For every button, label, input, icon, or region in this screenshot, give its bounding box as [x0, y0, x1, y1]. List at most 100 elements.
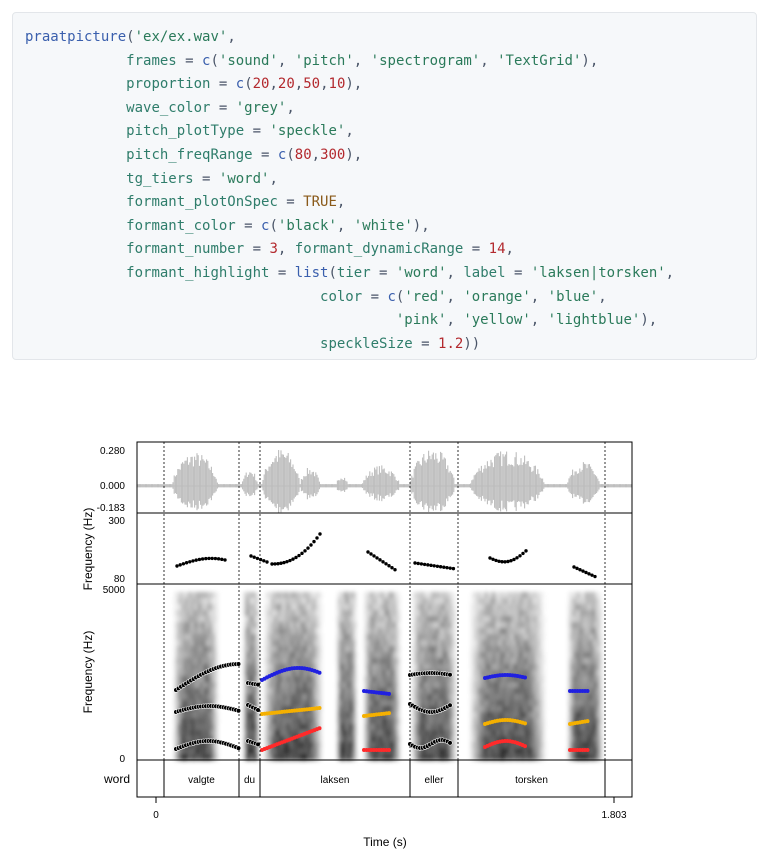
spec-cell — [600, 670, 603, 677]
spec-cell — [374, 646, 377, 653]
spec-cell — [174, 694, 177, 701]
spec-cell — [432, 724, 435, 731]
spec-cell — [538, 604, 541, 611]
spec-cell — [506, 664, 509, 671]
spec-cell — [490, 706, 493, 713]
spec-cell — [496, 634, 499, 641]
spec-cell — [566, 652, 569, 659]
spec-cell — [578, 604, 581, 611]
spec-cell — [436, 730, 439, 737]
spec-cell — [296, 700, 299, 707]
spec-cell — [512, 748, 515, 755]
spec-cell — [522, 694, 525, 701]
spec-cell — [592, 658, 595, 665]
spec-cell — [212, 622, 215, 629]
spec-cell — [182, 730, 185, 737]
spec-cell — [174, 724, 177, 731]
spec-cell — [478, 754, 481, 761]
spec-cell — [294, 754, 297, 761]
spec-cell — [286, 700, 289, 707]
spec-cell — [306, 676, 309, 683]
spec-cell — [504, 694, 507, 701]
spec-cell — [278, 604, 281, 611]
spec-cell — [345, 646, 348, 653]
spec-cell — [426, 610, 429, 617]
spec-cell — [420, 664, 423, 671]
spec-cell — [494, 676, 497, 683]
spec-cell — [378, 634, 381, 641]
spec-cell — [478, 652, 481, 659]
spec-cell — [570, 592, 573, 599]
spec-cell — [276, 700, 279, 707]
spec-cell — [208, 628, 211, 635]
spec-cell — [256, 688, 259, 695]
spec-cell — [349, 646, 352, 653]
spec-cell — [540, 634, 543, 641]
spec-cell — [454, 628, 457, 635]
spec-cell — [534, 742, 537, 749]
spec-cell — [494, 748, 497, 755]
spec-cell — [378, 718, 381, 725]
spec-cell — [476, 646, 479, 653]
spec-cell — [192, 718, 195, 725]
spec-cell — [388, 724, 391, 731]
spec-cell — [582, 706, 585, 713]
spec-cell — [198, 640, 201, 647]
spec-cell — [290, 676, 293, 683]
spec-cell — [440, 592, 443, 599]
spec-cell — [178, 724, 181, 731]
spec-cell — [368, 640, 371, 647]
spec-cell — [510, 742, 513, 749]
spec-cell — [339, 616, 342, 623]
spec-cell — [498, 592, 501, 599]
spec-cell — [504, 676, 507, 683]
spec-cell — [474, 598, 477, 605]
spec-cell — [412, 652, 415, 659]
spec-cell — [520, 634, 523, 641]
spec-cell — [366, 682, 369, 689]
spec-cell — [278, 706, 281, 713]
spec-cell — [292, 694, 295, 701]
spec-cell — [351, 712, 354, 719]
spec-cell — [380, 640, 383, 647]
spec-cell — [544, 604, 547, 611]
spec-cell — [386, 628, 389, 635]
spec-cell — [574, 706, 577, 713]
spec-cell — [192, 592, 195, 599]
spec-cell — [347, 652, 350, 659]
spec-cell — [528, 670, 531, 677]
spec-cell — [244, 634, 247, 641]
spec-cell — [335, 640, 338, 647]
spec-cell — [392, 640, 395, 647]
spec-cell — [339, 718, 342, 725]
spec-cell — [434, 664, 437, 671]
spec-cell — [337, 730, 340, 737]
spec-cell — [498, 670, 501, 677]
spec-cell — [494, 598, 497, 605]
spec-cell — [434, 616, 437, 623]
spec-cell — [296, 748, 299, 755]
spec-cell — [422, 652, 425, 659]
spec-cell — [592, 754, 595, 761]
spec-cell — [512, 670, 515, 677]
spec-cell — [276, 646, 279, 653]
spec-cell — [570, 634, 573, 641]
spec-cell — [386, 736, 389, 743]
spec-cell — [362, 628, 365, 635]
spec-cell — [500, 628, 503, 635]
spec-cell — [470, 676, 473, 683]
spec-cell — [256, 712, 259, 719]
spec-cell — [254, 730, 257, 737]
spec-cell — [596, 730, 599, 737]
spec-cell — [306, 670, 309, 677]
spec-cell — [448, 592, 451, 599]
spec-cell — [316, 664, 319, 671]
spec-cell — [339, 706, 342, 713]
spec-cell — [538, 754, 541, 761]
spec-cell — [398, 658, 401, 665]
spec-cell — [470, 706, 473, 713]
spec-cell — [566, 634, 569, 641]
spec-cell — [335, 694, 338, 701]
spec-cell — [574, 670, 577, 677]
spec-cell — [364, 622, 367, 629]
